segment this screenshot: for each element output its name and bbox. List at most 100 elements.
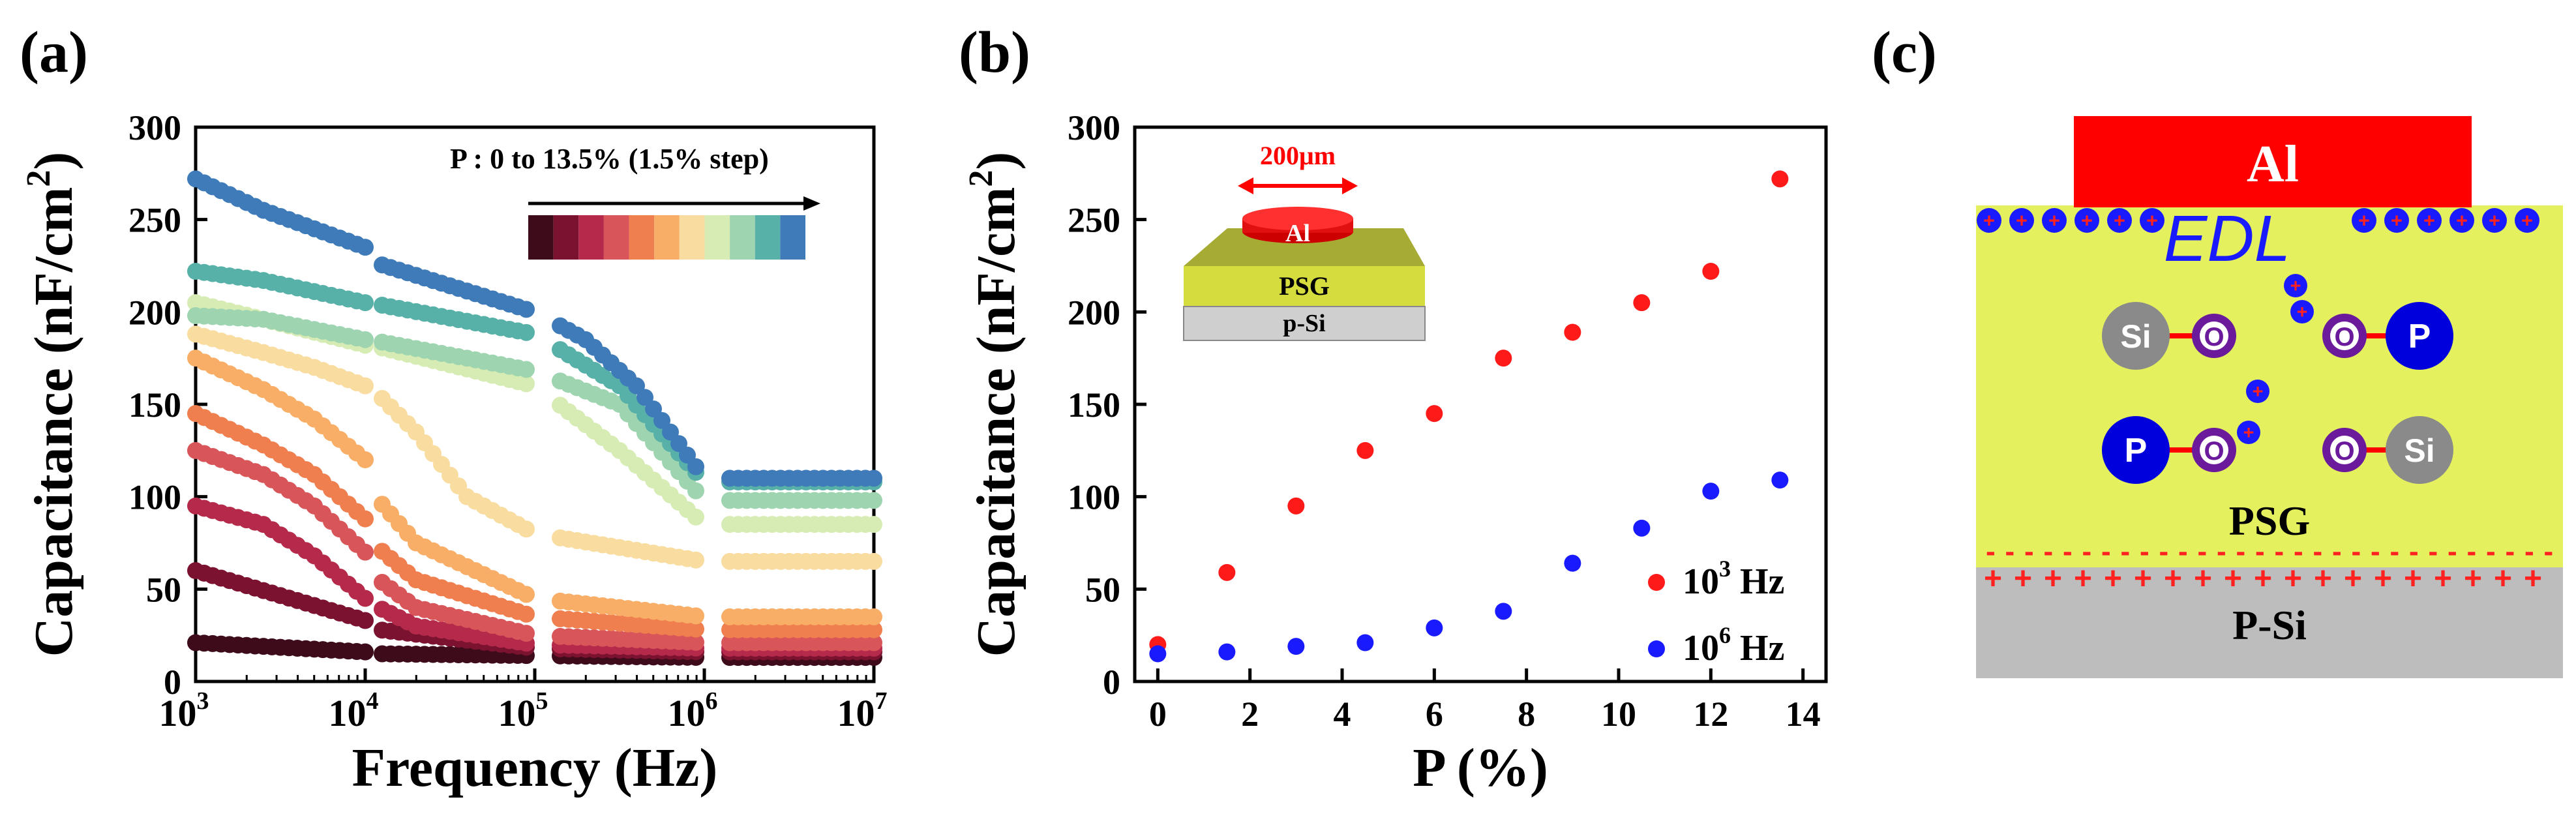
negative-charge: -	[2159, 535, 2169, 567]
ion-body	[2449, 208, 2474, 233]
si-atom-1	[2102, 302, 2170, 370]
data-point	[518, 301, 535, 318]
negative-charge: -	[2429, 535, 2438, 567]
panel-b: (b) 0 50 100 150 200 250 300 0 2 4 6 8 10 12 14 103 H…	[959, 20, 1828, 798]
data-point	[357, 510, 374, 528]
positive-ion-icon: +	[2384, 208, 2409, 233]
positive-charge: +	[2494, 561, 2512, 596]
arrow-head-icon	[803, 196, 820, 211]
p-atom-2	[2102, 416, 2170, 484]
y-tick-label: 300	[128, 108, 181, 147]
positive-ion-icon: +	[2515, 208, 2539, 233]
positive-ion-icon: +	[2042, 208, 2067, 233]
data-point	[687, 458, 704, 475]
negative-charge: -	[2371, 535, 2380, 567]
legend-label-1e6: 106 Hz	[1683, 622, 1784, 668]
p-atom-1	[2386, 302, 2453, 370]
x-tick-label: 8	[1518, 695, 1535, 734]
data-point	[687, 482, 704, 500]
data-point	[865, 552, 882, 570]
series-P=4.5%	[187, 441, 882, 651]
y-tick-label: 150	[1068, 385, 1120, 425]
ion-body	[2009, 208, 2034, 233]
free-ions: + + + +	[2237, 274, 2314, 444]
panel-label-b: (b)	[959, 20, 1030, 85]
data-point	[1287, 497, 1305, 515]
al-electrode-label: Al	[2247, 136, 2299, 193]
data-point	[518, 586, 535, 603]
negative-charge: -	[2101, 535, 2111, 567]
negative-charge: -	[2544, 535, 2554, 567]
colorbar-swatch	[603, 215, 629, 260]
negative-charge: -	[1986, 535, 1996, 567]
ion-body	[2237, 421, 2260, 444]
data-point	[865, 621, 882, 638]
colorbar-swatch	[780, 215, 805, 260]
y-tick-label: 200	[1068, 293, 1120, 332]
ion-body	[2352, 208, 2376, 233]
data-point	[1218, 643, 1236, 661]
data-point	[518, 625, 535, 642]
negative-charge: -	[2198, 535, 2208, 567]
p-si-label: P-Si	[2232, 602, 2307, 648]
positive-charge: +	[2104, 561, 2122, 596]
positive-ion-icon: +	[2237, 421, 2260, 444]
negative-charge: -	[2044, 535, 2054, 567]
chart-a-y-label: Capacitance (nF/cm2)	[20, 152, 84, 657]
x-tick-label: 107	[837, 687, 888, 734]
data-point	[357, 294, 374, 312]
panel-c: (c) Al EDL + + + + + + + + + + + + ----------------…	[1872, 20, 2563, 678]
positive-charge: +	[2284, 561, 2302, 596]
panel-label-c: (c)	[1872, 20, 1937, 85]
inset-al-label: Al	[1285, 220, 1310, 247]
positive-charge: +	[2134, 561, 2152, 596]
negative-charge: -	[2217, 535, 2226, 567]
y-tick-label: 150	[128, 385, 181, 425]
o-atom-1-label: O	[2204, 323, 2224, 352]
data-point	[687, 620, 704, 638]
inset-si-label: p-Si	[1283, 310, 1325, 337]
positive-ion-icon: +	[2246, 380, 2269, 403]
ion-body	[2284, 274, 2307, 297]
negative-charge: -	[2409, 535, 2419, 567]
ion-sign: +	[2114, 209, 2125, 232]
data-point	[1702, 483, 1720, 500]
chart-a: 0 50 100 150 200 250 300 103 104 105 106 107 P : 0…	[128, 108, 888, 734]
positive-charge: +	[2254, 561, 2272, 596]
psg-label: PSG	[2229, 498, 2310, 544]
data-point	[1771, 170, 1789, 188]
x-tick-label: 14	[1786, 695, 1821, 734]
colorbar-swatch	[755, 215, 781, 260]
data-point	[357, 377, 374, 395]
negative-charge: -	[2140, 535, 2149, 567]
si-atom-2	[2386, 416, 2453, 484]
positive-charge: +	[2404, 561, 2422, 596]
ion-sign: +	[1983, 209, 1995, 232]
colorbar-swatch	[730, 215, 755, 260]
y-tick-label: 50	[1085, 570, 1120, 609]
data-point	[865, 634, 882, 651]
inset-si-block	[1183, 306, 1426, 341]
data-point	[357, 239, 374, 256]
negative-charge: -	[2005, 535, 2015, 567]
inset-psg-front	[1184, 266, 1425, 307]
series-1	[1149, 471, 1789, 663]
data-point	[1356, 634, 1374, 651]
data-point	[1702, 263, 1720, 280]
data-point	[1495, 350, 1512, 367]
arrow-left-icon	[1238, 177, 1253, 194]
data-point	[687, 633, 704, 651]
data-point	[357, 590, 374, 607]
data-point	[357, 643, 374, 661]
inset-psg-top	[1184, 228, 1425, 266]
positive-ion-icon: +	[2074, 208, 2099, 233]
o-atom-3-label: O	[2204, 437, 2224, 466]
negative-charge: -	[2063, 535, 2073, 567]
colorbar-swatch	[679, 215, 705, 260]
positive-charge: +	[2344, 561, 2362, 596]
ion-body	[2417, 208, 2442, 233]
negative-charge: -	[2313, 535, 2323, 567]
data-point	[1633, 519, 1651, 537]
data-point	[518, 375, 535, 393]
p-atom-1-label: P	[2408, 318, 2431, 355]
